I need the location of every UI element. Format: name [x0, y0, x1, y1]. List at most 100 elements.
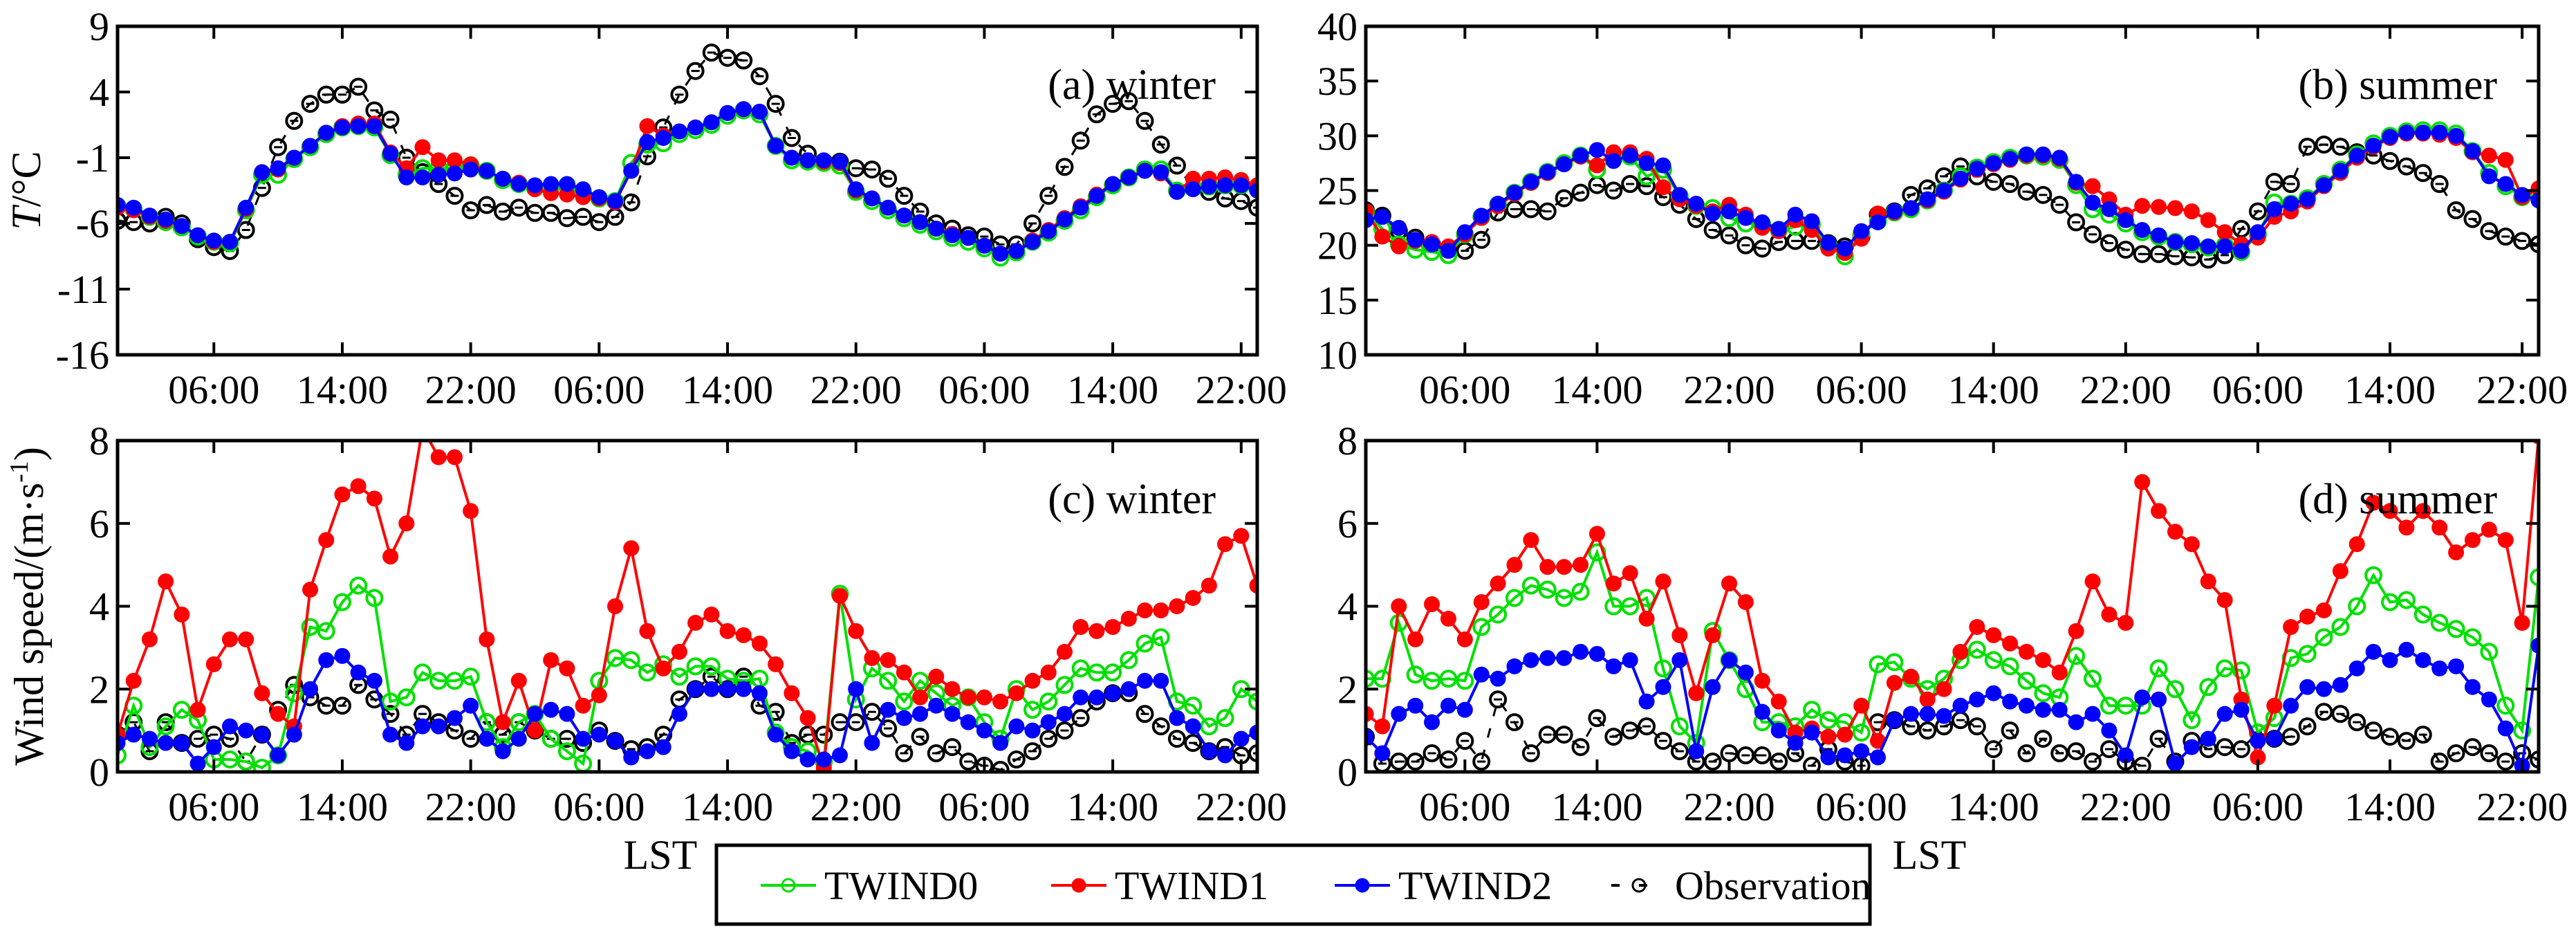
- data-point-twind2: [912, 706, 929, 722]
- x-tick-label: 14:00: [682, 367, 773, 412]
- legend-label: Observation: [1675, 863, 1871, 908]
- data-point-twind1: [2530, 180, 2539, 196]
- data-point-twind0: [365, 589, 384, 607]
- data-point-twind2: [1804, 213, 1820, 230]
- data-point-twind1: [1024, 672, 1041, 689]
- data-point-observation: [1736, 236, 1755, 255]
- data-point-twind2: [1902, 200, 1919, 216]
- series-twind2: [1366, 125, 2539, 259]
- data-point-twind0: [1406, 665, 1425, 684]
- data-point-twind2: [302, 138, 319, 154]
- data-point-observation: [445, 187, 464, 205]
- data-point-twind2: [1088, 689, 1105, 706]
- data-point-observation: [927, 744, 945, 763]
- data-point-twind1: [2497, 532, 2514, 549]
- data-point-twind2: [2002, 151, 2019, 167]
- data-point-twind2: [2348, 660, 2365, 676]
- data-point-twind2: [976, 237, 992, 254]
- y-tick-label: 4: [89, 584, 109, 629]
- y-tick-label: 15: [1317, 278, 1358, 323]
- data-point-twind0: [1621, 597, 1640, 616]
- data-point-twind1: [543, 652, 559, 668]
- data-point-observation: [1456, 732, 1474, 750]
- data-point-twind1: [976, 689, 992, 706]
- data-point-twind2: [2051, 701, 2068, 718]
- panel-c-ticks: 06:00 14:00 22:00 06:00 14:00 22:00 06:00 14:00…: [89, 418, 1287, 829]
- data-point-twind2: [1705, 205, 1721, 222]
- data-point-twind0: [895, 692, 914, 711]
- data-point-twind1: [1473, 594, 1490, 611]
- x-tick-label: 06:00: [2212, 367, 2304, 412]
- data-point-twind1: [2051, 664, 2068, 681]
- data-point-observation: [2034, 730, 2053, 748]
- data-point-twind0: [2166, 680, 2185, 699]
- data-point-observation: [2017, 183, 2036, 201]
- data-point-twind2: [1556, 649, 1573, 666]
- y-tick-label: 40: [1317, 4, 1358, 49]
- data-point-observation: [2017, 744, 2036, 763]
- y-tick-label: 2: [1337, 667, 1358, 712]
- data-point-twind0: [1670, 717, 1689, 736]
- data-point-observation: [1984, 740, 2003, 759]
- data-point-twind1: [1919, 691, 1936, 708]
- data-point-twind1: [415, 421, 430, 436]
- data-point-twind0: [445, 672, 464, 690]
- data-point-twind2: [1473, 666, 1490, 683]
- data-point-observation: [1023, 742, 1042, 761]
- data-point-observation: [734, 51, 753, 70]
- data-point-twind0: [1439, 670, 1458, 688]
- data-point-twind1: [254, 685, 270, 701]
- data-point-twind2: [928, 221, 945, 237]
- data-point-observation: [1802, 757, 1821, 772]
- data-point-twind2: [526, 177, 543, 194]
- data-point-twind0: [317, 622, 335, 640]
- data-point-twind1: [366, 490, 382, 507]
- data-point-twind1: [928, 668, 945, 685]
- data-point-observation: [2232, 740, 2251, 759]
- data-point-twind1: [414, 139, 431, 156]
- data-point-twind1: [382, 549, 399, 565]
- data-point-twind1: [2084, 178, 2101, 194]
- data-point-observation: [2530, 750, 2539, 769]
- data-point-twind0: [1885, 653, 1904, 672]
- data-point-twind2: [1853, 223, 1870, 239]
- data-point-twind2: [1440, 697, 1456, 714]
- data-point-twind2: [896, 208, 912, 224]
- y-tick-label: -16: [56, 333, 109, 378]
- data-point-twind0: [1521, 576, 1540, 595]
- x-tick-label: 14:00: [1948, 367, 2039, 412]
- data-point-twind2: [719, 681, 736, 697]
- data-point-twind2: [1622, 147, 1638, 164]
- data-point-twind2: [2018, 697, 2035, 714]
- data-point-observation: [2430, 753, 2449, 771]
- data-point-observation: [1538, 202, 1557, 221]
- data-point-twind2: [446, 710, 463, 726]
- data-point-twind2: [719, 104, 736, 121]
- data-point-twind2: [2431, 660, 2448, 676]
- data-point-observation: [1167, 156, 1186, 175]
- data-point-observation: [2480, 744, 2499, 763]
- data-point-twind0: [670, 667, 689, 686]
- data-point-twind1: [1374, 718, 1391, 735]
- data-point-twind0: [2364, 566, 2383, 584]
- data-point-observation: [2513, 232, 2532, 250]
- x-tick-label: 06:00: [2212, 784, 2304, 829]
- data-point-twind2: [1919, 706, 1936, 722]
- data-point-twind1: [526, 722, 543, 739]
- data-point-observation: [2050, 196, 2069, 214]
- data-point-twind2: [1169, 710, 1185, 726]
- data-point-twind2: [1120, 169, 1137, 185]
- data-point-twind2: [2431, 125, 2448, 141]
- data-point-twind2: [623, 749, 640, 766]
- data-point-twind2: [671, 123, 687, 140]
- data-point-twind1: [1440, 610, 1456, 627]
- data-point-twind1: [205, 656, 222, 672]
- data-point-observation: [2331, 138, 2350, 156]
- data-point-twind2: [1539, 649, 1556, 666]
- data-point-twind2: [1919, 191, 1936, 208]
- data-point-twind2: [141, 208, 158, 224]
- data-point-twind1: [174, 606, 190, 623]
- y-tick-label: 35: [1317, 59, 1358, 104]
- data-point-observation: [1770, 753, 1788, 771]
- x-tick-label: 22:00: [1683, 784, 1775, 829]
